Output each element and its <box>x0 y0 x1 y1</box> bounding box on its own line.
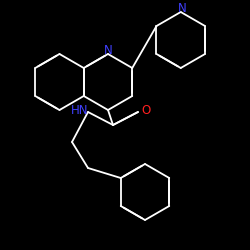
Text: O: O <box>142 104 150 117</box>
Text: HN: HN <box>71 104 89 117</box>
Text: N: N <box>178 2 187 15</box>
Text: N: N <box>104 44 112 57</box>
